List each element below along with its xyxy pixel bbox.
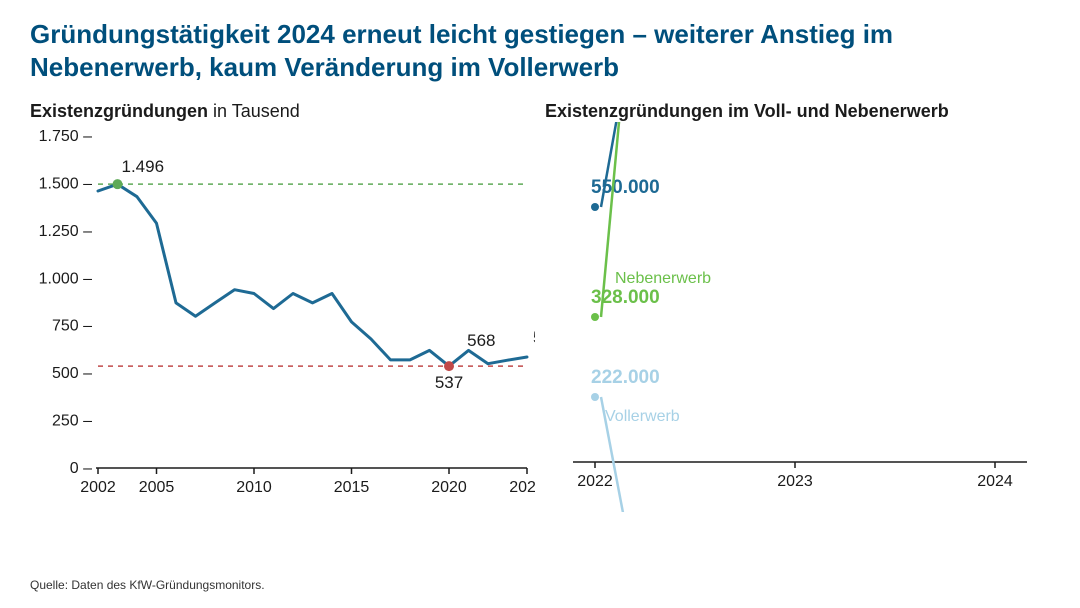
right-subtitle: Existenzgründungen im Voll- und Nebenerw… (545, 101, 1050, 122)
svg-text:550.000: 550.000 (591, 177, 660, 198)
left-subtitle: Existenzgründungen in Tausend (30, 101, 535, 122)
svg-text:222.000: 222.000 (591, 367, 660, 388)
svg-text:1.750 –: 1.750 – (39, 128, 92, 145)
right-chart-svg: 202220232024+3 %+3 %550.000568.000585.00… (545, 122, 1050, 512)
svg-text:2024: 2024 (509, 479, 535, 496)
left-subtitle-unit: in Tausend (208, 101, 300, 121)
charts-row: Existenzgründungen in Tausend 0 – 250 – 50… (30, 101, 1050, 531)
chart-left: Existenzgründungen in Tausend 0 – 250 – 50… (30, 101, 535, 531)
svg-text:1.000 –: 1.000 – (39, 270, 92, 287)
page-title: Gründungstätigkeit 2024 erneut leicht ge… (30, 18, 1050, 83)
svg-text:Vollerwerb: Vollerwerb (605, 408, 680, 425)
svg-text:1.500 –: 1.500 – (39, 175, 92, 192)
svg-text:585: 585 (533, 328, 535, 347)
left-subtitle-main: Existenzgründungen (30, 101, 208, 121)
svg-text:2005: 2005 (139, 479, 175, 496)
svg-text:Nebenerwerb: Nebenerwerb (615, 270, 711, 287)
svg-text:2024: 2024 (977, 473, 1013, 490)
svg-text:0 –: 0 – (70, 460, 92, 477)
svg-text:2020: 2020 (431, 479, 467, 496)
svg-text:2010: 2010 (236, 479, 272, 496)
source-footnote: Quelle: Daten des KfW-Gründungsmonitors. (30, 578, 265, 592)
svg-text:1.496: 1.496 (122, 157, 165, 176)
svg-text:568: 568 (467, 331, 495, 350)
svg-text:1.250 –: 1.250 – (39, 223, 92, 240)
page-root: Gründungstätigkeit 2024 erneut leicht ge… (0, 0, 1080, 608)
svg-text:250 –: 250 – (52, 413, 92, 430)
svg-text:2023: 2023 (777, 473, 813, 490)
svg-text:750 –: 750 – (52, 318, 92, 335)
svg-text:2022: 2022 (577, 473, 613, 490)
svg-text:328.000: 328.000 (591, 287, 660, 308)
svg-text:2015: 2015 (334, 479, 370, 496)
chart-right: Existenzgründungen im Voll- und Nebenerw… (545, 101, 1050, 531)
left-chart-svg: 0 – 250 – 500 – 750 – 1.000 – 1.250 – 1.500 – 1… (30, 122, 535, 512)
svg-text:500 –: 500 – (52, 365, 92, 382)
svg-text:2002: 2002 (80, 479, 116, 496)
svg-text:537: 537 (435, 373, 463, 392)
